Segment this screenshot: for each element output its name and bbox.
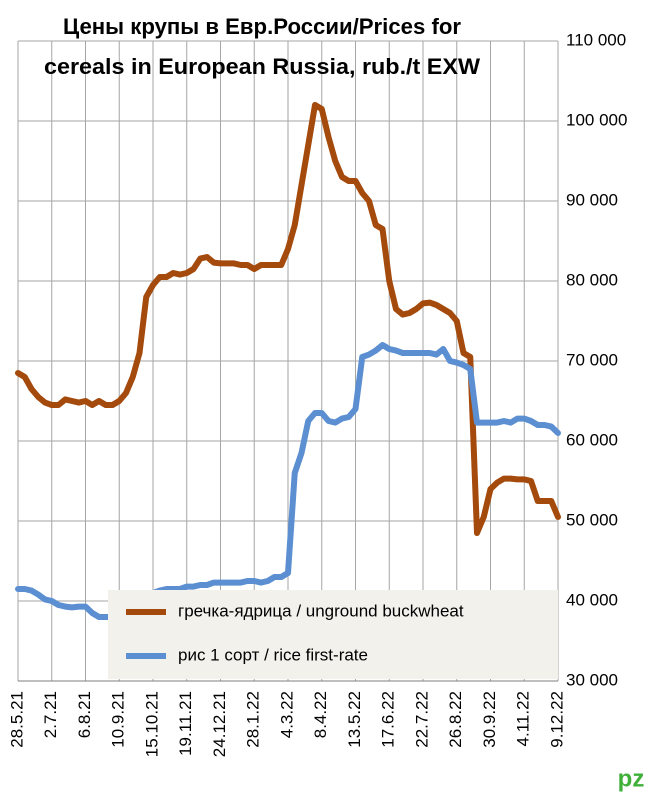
y-tick-label: 80 000 xyxy=(566,270,618,289)
x-tick-label: 8.4.22 xyxy=(311,691,330,738)
chart-title: Цены крупы в Евр.России/Prices for xyxy=(63,14,461,39)
x-tick-label: 9.12.22 xyxy=(547,691,566,748)
y-tick-label: 100 000 xyxy=(566,110,627,129)
series-line xyxy=(15,102,561,536)
logo-bg xyxy=(612,765,650,797)
legend-label: гречка-ядрица / unground buckwheat xyxy=(178,601,464,620)
y-tick-label: 50 000 xyxy=(566,510,618,529)
x-tick-label: 28.5.21 xyxy=(7,691,26,748)
x-tick-label: 15.10.21 xyxy=(142,691,161,757)
x-tick-label: 30.9.22 xyxy=(480,691,499,748)
legend-label: рис 1 сорт / rice first-rate xyxy=(178,645,368,664)
chart-title: cereals in European Russia, rub./t EXW xyxy=(44,54,480,79)
y-tick-label: 30 000 xyxy=(566,670,618,689)
x-tick-label: 24.12.21 xyxy=(210,691,229,757)
x-tick-label: 28.1.22 xyxy=(244,691,263,748)
x-tick-label: 19.11.21 xyxy=(176,691,195,756)
y-tick-label: 60 000 xyxy=(566,430,618,449)
x-tick-label: 17.6.22 xyxy=(379,691,398,748)
x-tick-label: 4.11.22 xyxy=(514,691,533,746)
x-tick-label: 4.3.22 xyxy=(277,691,296,738)
y-tick-label: 70 000 xyxy=(566,350,618,369)
x-tick-label: 2.7.21 xyxy=(41,691,60,738)
y-tick-label: 90 000 xyxy=(566,190,618,209)
legend-box xyxy=(108,590,558,679)
x-tick-label: 13.5.22 xyxy=(345,691,364,748)
y-tick-label: 40 000 xyxy=(566,590,618,609)
y-tick-label: 110 000 xyxy=(566,30,626,49)
logo: pz xyxy=(618,765,645,792)
x-tick-label: 22.7.22 xyxy=(412,691,431,748)
x-tick-label: 10.9.21 xyxy=(109,691,128,748)
x-tick-label: 26.8.22 xyxy=(446,691,465,748)
x-tick-label: 6.8.21 xyxy=(75,691,94,738)
